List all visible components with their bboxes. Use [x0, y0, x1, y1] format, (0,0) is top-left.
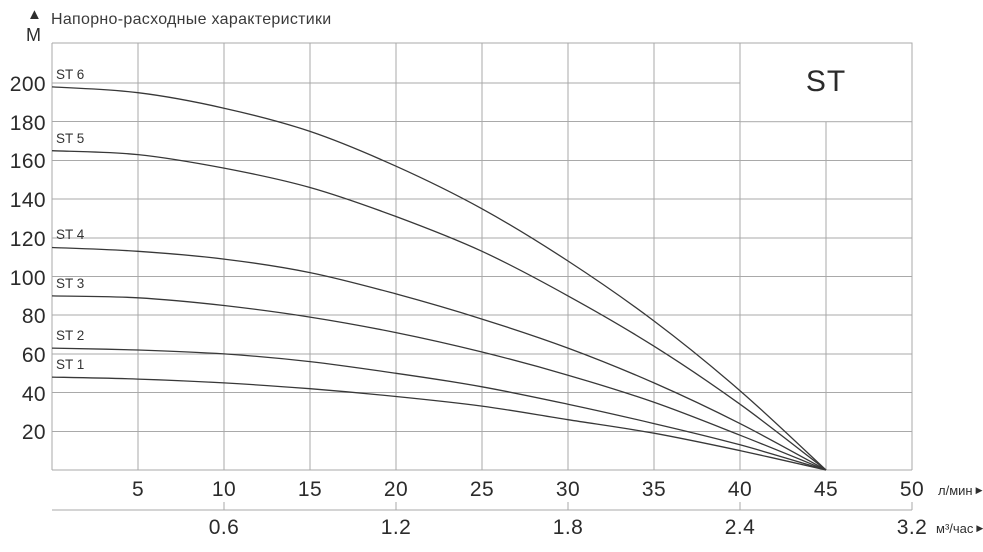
- curve-st-2: [51, 347, 827, 471]
- x-tick-label: 35: [641, 478, 667, 501]
- y-tick-label: 100: [9, 266, 46, 290]
- x-axis-secondary-unit-text: м³/час: [936, 520, 974, 536]
- curve-st-5: [51, 150, 827, 471]
- x2-tick-label: 0.6: [208, 516, 240, 539]
- y-tick-label: 20: [21, 421, 46, 445]
- series-label-st-5: ST 5: [56, 130, 85, 146]
- x-tick-label: 25: [469, 478, 495, 501]
- x-tick-label: 5: [131, 478, 145, 501]
- up-arrow-icon: ▲: [27, 6, 42, 23]
- curve-st-1: [51, 376, 827, 471]
- x-tick-label: 15: [297, 478, 323, 501]
- y-tick-label: 140: [9, 189, 46, 213]
- x2-tick-label: 1.2: [380, 516, 412, 539]
- y-tick-label: 180: [9, 111, 46, 135]
- y-tick-label: 80: [21, 305, 46, 329]
- x2-tick-label: 2.4: [724, 516, 756, 539]
- x-tick-label: 40: [727, 478, 753, 501]
- x-tick-label: 10: [211, 478, 237, 501]
- x-axis-unit: л/мин ▶: [938, 478, 983, 502]
- series-label-st-6: ST 6: [56, 66, 85, 82]
- y-axis-unit: М: [26, 25, 41, 45]
- x-tick-label: 45: [813, 478, 839, 501]
- y-tick-label: 40: [21, 382, 46, 406]
- x-tick-label: 20: [383, 478, 409, 501]
- chart-title: Напорно-расходные характеристики: [51, 11, 332, 28]
- x-axis-secondary-unit: м³/час ▶: [936, 517, 983, 539]
- series-label-st-1: ST 1: [56, 357, 85, 373]
- y-tick-label: 60: [21, 343, 46, 367]
- curve-st-3: [51, 295, 827, 471]
- x-tick-label: 50: [899, 478, 925, 501]
- x2-tick-label: 1.8: [552, 516, 584, 539]
- right-arrow-icon: ▶: [976, 522, 983, 533]
- series-label-st-4: ST 4: [56, 227, 85, 243]
- x-axis-unit-text: л/мин: [938, 482, 973, 498]
- y-tick-label: 120: [9, 227, 46, 251]
- y-tick-label: 200: [9, 73, 46, 96]
- curve-st-4: [51, 246, 827, 471]
- right-arrow-icon: ▶: [975, 484, 983, 495]
- y-tick-label: 160: [9, 150, 46, 174]
- curve-st-6: [51, 86, 827, 471]
- legend-box-label: ST: [805, 65, 847, 99]
- series-label-st-3: ST 3: [56, 275, 85, 291]
- x-tick-label: 30: [555, 478, 581, 501]
- x2-tick-label: 3.2: [896, 516, 928, 539]
- series-label-st-2: ST 2: [56, 328, 85, 344]
